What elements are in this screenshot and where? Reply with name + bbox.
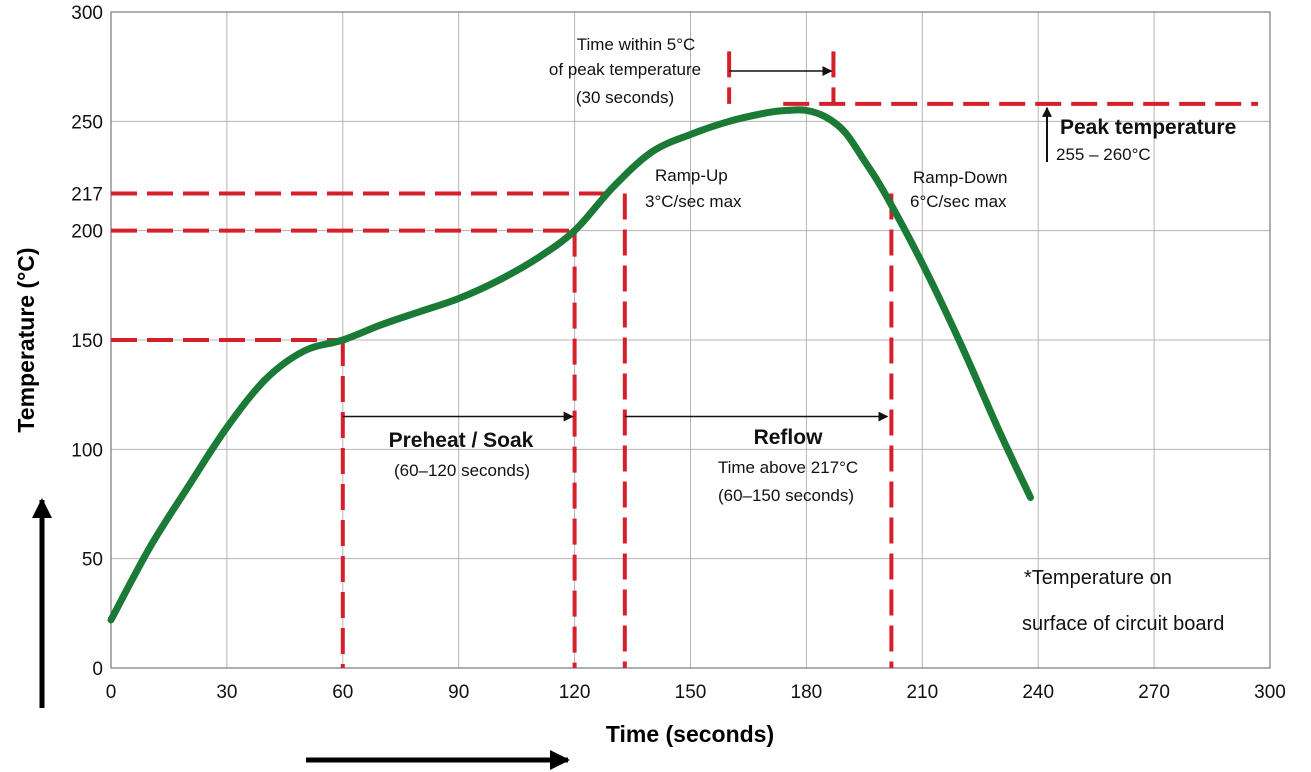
footnote-line2: surface of circuit board	[1022, 613, 1224, 635]
ramp-down-label: Ramp-Down	[913, 168, 1007, 187]
x-tick-label-180: 180	[791, 682, 823, 703]
x-tick-label-0: 0	[106, 682, 117, 703]
reflow-duration: (60–150 seconds)	[718, 486, 854, 505]
x-tick-label-210: 210	[906, 682, 938, 703]
x-tick-label-90: 90	[448, 682, 469, 703]
span-arrows	[342, 66, 1052, 422]
y-tick-label-100: 100	[71, 440, 103, 461]
y-axis-title: Temperature (°C)	[13, 247, 39, 432]
reflow-label: Reflow	[754, 426, 824, 449]
x-tick-label-270: 270	[1138, 682, 1170, 703]
reference-lines	[111, 51, 1258, 668]
x-tick-label-150: 150	[675, 682, 707, 703]
y-tick-label-150: 150	[71, 331, 103, 352]
temperature-curve	[107, 106, 1034, 624]
x-tick-label-30: 30	[216, 682, 237, 703]
y-tick-label-217: 217	[71, 184, 103, 205]
ramp-down-rate: 6°C/sec max	[910, 192, 1007, 211]
peak-window-label-line1: Time within 5°C	[577, 35, 696, 54]
reflow-time-above-label: Time above 217°C	[718, 458, 858, 477]
ramp-up-rate: 3°C/sec max	[645, 192, 742, 211]
x-tick-label-300: 300	[1254, 682, 1286, 703]
y-tick-label-250: 250	[71, 112, 103, 133]
footnote-line1: *Temperature on	[1024, 567, 1172, 589]
peak-window-label-line3: (30 seconds)	[576, 88, 674, 107]
y-tick-label-300: 300	[71, 3, 103, 24]
y-tick-label-200: 200	[71, 222, 103, 243]
temperature-curve-group	[107, 106, 1034, 624]
x-axis-title: Time (seconds)	[606, 721, 774, 747]
peak-temperature-title: Peak temperature	[1060, 116, 1236, 139]
ramp-up-label: Ramp-Up	[655, 166, 728, 185]
tick-labels: 0 30 60 90 120 150 180 210 240 270 300 0 50 100 150 200…	[71, 3, 1286, 703]
preheat-soak-label: Preheat / Soak	[389, 429, 534, 452]
peak-temperature-range: 255 – 260°C	[1056, 145, 1151, 164]
x-tick-label-120: 120	[559, 682, 591, 703]
x-tick-label-60: 60	[332, 682, 353, 703]
x-tick-label-240: 240	[1022, 682, 1054, 703]
y-tick-label-0: 0	[92, 659, 103, 680]
peak-window-label-line2: of peak temperature	[549, 60, 701, 79]
y-tick-label-50: 50	[82, 550, 103, 571]
preheat-soak-duration: (60–120 seconds)	[394, 461, 530, 480]
